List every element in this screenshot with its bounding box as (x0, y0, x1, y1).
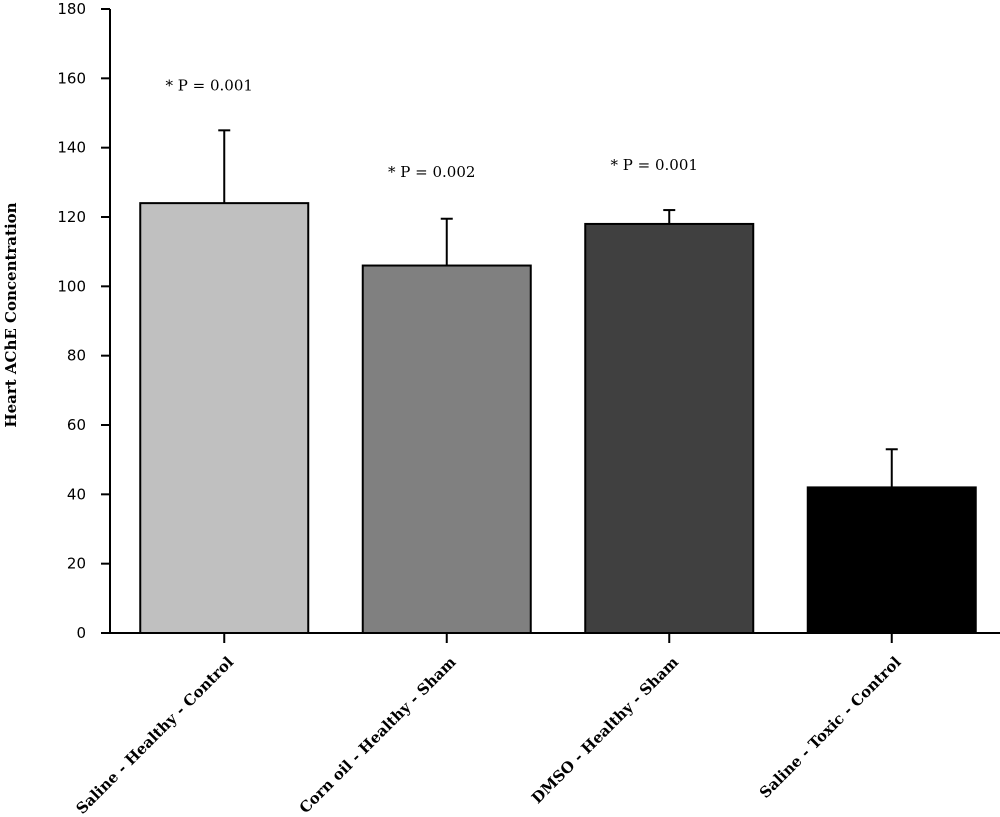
x-category-label: Corn oil - Healthy - Sham (296, 653, 460, 817)
annotations-group: * P = 0.001 * P = 0.002 * P = 0.001 (166, 76, 698, 181)
bar (584, 222, 755, 635)
x-category-label: Saline - Healthy - Control (72, 653, 237, 817)
p-value-annotation: * P = 0.002 (388, 163, 475, 181)
bar (361, 264, 532, 634)
x-axis-labels: Saline - Healthy - Control Corn oil - Hea… (72, 653, 904, 817)
axes-group (109, 9, 1000, 643)
y-tick-label: 180 (57, 0, 86, 18)
bar (806, 486, 977, 634)
y-tick-label: 100 (57, 277, 86, 295)
y-axis-label: Heart AChE Concentration (2, 202, 20, 427)
y-axis: 0 20 40 60 80 100 120 140 160 180 (57, 0, 110, 642)
y-tick-label: 40 (67, 485, 86, 503)
y-tick-label: 140 (57, 139, 86, 157)
error-bars-group (218, 129, 898, 488)
bars-group (139, 202, 977, 635)
y-tick-label: 60 (67, 416, 86, 434)
y-tick-label: 160 (57, 69, 86, 87)
x-category-label: Saline - Toxic - Control (756, 653, 905, 802)
bar (139, 202, 310, 634)
y-tick-label: 120 (57, 208, 86, 226)
p-value-annotation: * P = 0.001 (611, 156, 698, 174)
y-tick-label: 80 (67, 347, 86, 365)
y-tick-label: 0 (76, 624, 86, 642)
y-tick-label: 20 (67, 555, 86, 573)
p-value-annotation: * P = 0.001 (166, 76, 253, 94)
x-category-label: DMSO - Healthy - Sham (528, 653, 682, 807)
